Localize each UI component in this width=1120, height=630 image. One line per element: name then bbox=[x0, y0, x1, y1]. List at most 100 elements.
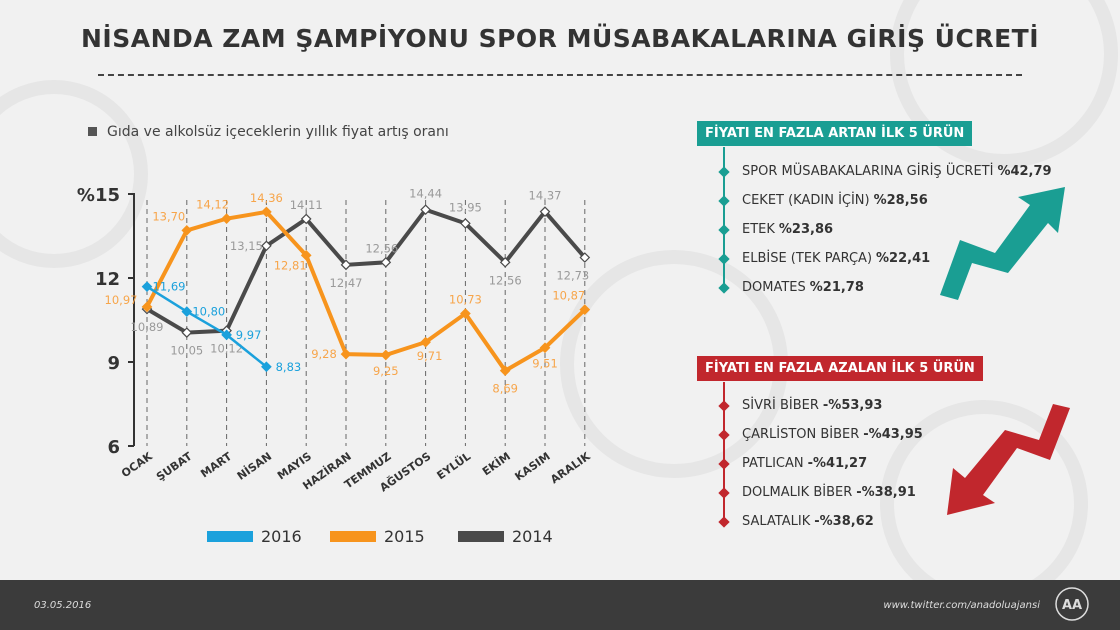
data-point bbox=[181, 306, 193, 317]
down-arrow-icon bbox=[947, 404, 1070, 515]
item-value: %23,86 bbox=[778, 222, 834, 237]
data-point bbox=[539, 342, 551, 354]
legend-item-2014: 2014 bbox=[458, 527, 553, 546]
series-line bbox=[146, 285, 268, 368]
item-value: -%38,62 bbox=[814, 514, 874, 529]
list-item: CEKET (KADIN İÇİN) %28,56 bbox=[718, 186, 1052, 215]
item-name: DOLMALIK BİBER bbox=[742, 485, 853, 500]
data-point bbox=[141, 281, 153, 293]
x-tick-label: ARALIK bbox=[548, 450, 593, 487]
x-tick-label: KASIM bbox=[512, 450, 552, 484]
y-tick-label: %15 bbox=[77, 185, 120, 206]
data-point bbox=[340, 259, 352, 271]
item-name: SPOR MÜSABAKALARINA GİRİŞ ÜCRETİ bbox=[742, 164, 994, 179]
series-2015: 10,97 13,70 14,12 14,36 12,81 9,28 9,25 9,71 10,… bbox=[105, 191, 591, 396]
data-point bbox=[460, 218, 471, 229]
legend-swatch bbox=[207, 531, 253, 542]
item-name: ELBİSE (TEK PARÇA) bbox=[742, 251, 873, 266]
data-label: 14,12 bbox=[196, 198, 229, 212]
data-point bbox=[460, 308, 471, 319]
data-point bbox=[340, 348, 352, 360]
legend-swatch bbox=[458, 531, 504, 542]
page-title: NİSANDA ZAM ŞAMPİYONU SPOR MÜSABAKALARIN… bbox=[80, 24, 1040, 53]
data-label: 14,11 bbox=[290, 198, 323, 212]
data-point bbox=[261, 361, 272, 373]
item-name: ETEK bbox=[742, 222, 775, 237]
data-label: 10,89 bbox=[131, 320, 164, 334]
list-item: ÇARLİSTON BİBER -%43,95 bbox=[718, 420, 923, 449]
bullet-icon bbox=[88, 127, 97, 136]
item-name: SALATALIK bbox=[742, 514, 811, 529]
data-label: 13,15 bbox=[230, 239, 263, 253]
date: 03.05.2016 bbox=[34, 600, 92, 611]
connector-line bbox=[723, 382, 725, 522]
data-point bbox=[261, 206, 272, 218]
data-label: 8,83 bbox=[276, 360, 302, 374]
twitter-link[interactable]: www.twitter.com/anadoluajansi bbox=[883, 600, 1040, 611]
data-label: 10,97 bbox=[105, 293, 138, 307]
data-label: 9,97 bbox=[236, 328, 262, 342]
diamond-bullet-icon bbox=[718, 252, 730, 265]
diamond-bullet-icon bbox=[718, 399, 730, 412]
series-2016: 11,69 10,80 9,97 8,83 bbox=[141, 280, 302, 374]
list-item: SPOR MÜSABAKALARINA GİRİŞ ÜCRETİ %42,79 bbox=[718, 157, 1052, 186]
list-item: ELBİSE (TEK PARÇA) %22,41 bbox=[718, 244, 1052, 273]
list-item: DOMATES %21,78 bbox=[718, 273, 1052, 302]
y-tick-label: 12 bbox=[95, 269, 120, 290]
data-label: 10,87 bbox=[552, 289, 585, 303]
item-value: %28,56 bbox=[873, 193, 928, 208]
data-point bbox=[380, 349, 392, 361]
data-label: 12,73 bbox=[556, 269, 589, 283]
data-label: 10,12 bbox=[210, 342, 243, 356]
item-name: ÇARLİSTON BİBER bbox=[742, 427, 860, 442]
diamond-bullet-icon bbox=[718, 428, 730, 441]
diamond-bullet-icon bbox=[718, 486, 730, 499]
item-value: %22,41 bbox=[876, 251, 931, 266]
data-label: 12,56 bbox=[489, 273, 522, 287]
legend-item-2016: 2016 bbox=[207, 527, 302, 546]
item-value: %42,79 bbox=[997, 164, 1052, 179]
data-point bbox=[141, 301, 153, 313]
item-value: -%53,93 bbox=[822, 398, 883, 413]
falling-header: FİYATI EN FAZLA AZALAN İLK 5 ÜRÜN bbox=[697, 356, 983, 381]
data-label: 12,56 bbox=[365, 241, 398, 255]
subtitle-text: Gıda ve alkolsüz içeceklerin yıllık fiya… bbox=[107, 124, 449, 140]
data-label: 14,44 bbox=[409, 187, 442, 201]
series-line bbox=[145, 209, 587, 374]
data-label: 9,28 bbox=[311, 347, 337, 361]
data-point bbox=[499, 256, 511, 268]
list-item: ETEK %23,86 bbox=[718, 215, 1052, 244]
y-tick-label: 9 bbox=[107, 353, 120, 374]
diamond-bullet-icon bbox=[718, 165, 730, 178]
chart-subtitle: Gıda ve alkolsüz içeceklerin yıllık fiya… bbox=[88, 124, 449, 140]
item-name: SİVRİ BİBER bbox=[742, 398, 819, 413]
data-point bbox=[261, 240, 272, 252]
x-tick-label: ŞUBAT bbox=[154, 450, 195, 484]
footer: 03.05.2016 www.twitter.com/anadoluajansi… bbox=[0, 580, 1120, 630]
legend-label: 2016 bbox=[261, 527, 302, 546]
diamond-bullet-icon bbox=[718, 281, 730, 294]
item-name: DOMATES bbox=[742, 280, 806, 295]
divider bbox=[98, 74, 1022, 76]
data-label: 12,47 bbox=[330, 276, 363, 290]
x-tick-label: NİSAN bbox=[234, 449, 274, 483]
item-value: -%41,27 bbox=[807, 456, 868, 471]
svg-text:AA: AA bbox=[1062, 598, 1082, 613]
list-item: SİVRİ BİBER -%53,93 bbox=[718, 391, 923, 420]
data-point bbox=[300, 213, 312, 225]
aa-logo-icon: AA bbox=[1055, 587, 1089, 621]
data-point bbox=[499, 365, 511, 377]
legend-label: 2015 bbox=[384, 527, 425, 546]
legend-swatch bbox=[330, 531, 376, 542]
data-label: 14,37 bbox=[529, 189, 562, 203]
legend-label: 2014 bbox=[512, 527, 553, 546]
data-point bbox=[539, 206, 551, 217]
data-label: 10,05 bbox=[170, 344, 203, 358]
data-label: 10,73 bbox=[449, 293, 482, 307]
diamond-bullet-icon bbox=[718, 457, 730, 470]
rising-list: SPOR MÜSABAKALARINA GİRİŞ ÜCRETİ %42,79 CE… bbox=[718, 157, 1052, 302]
data-point bbox=[181, 327, 193, 338]
diamond-bullet-icon bbox=[718, 515, 730, 528]
list-item: DOLMALIK BİBER -%38,91 bbox=[718, 478, 923, 507]
